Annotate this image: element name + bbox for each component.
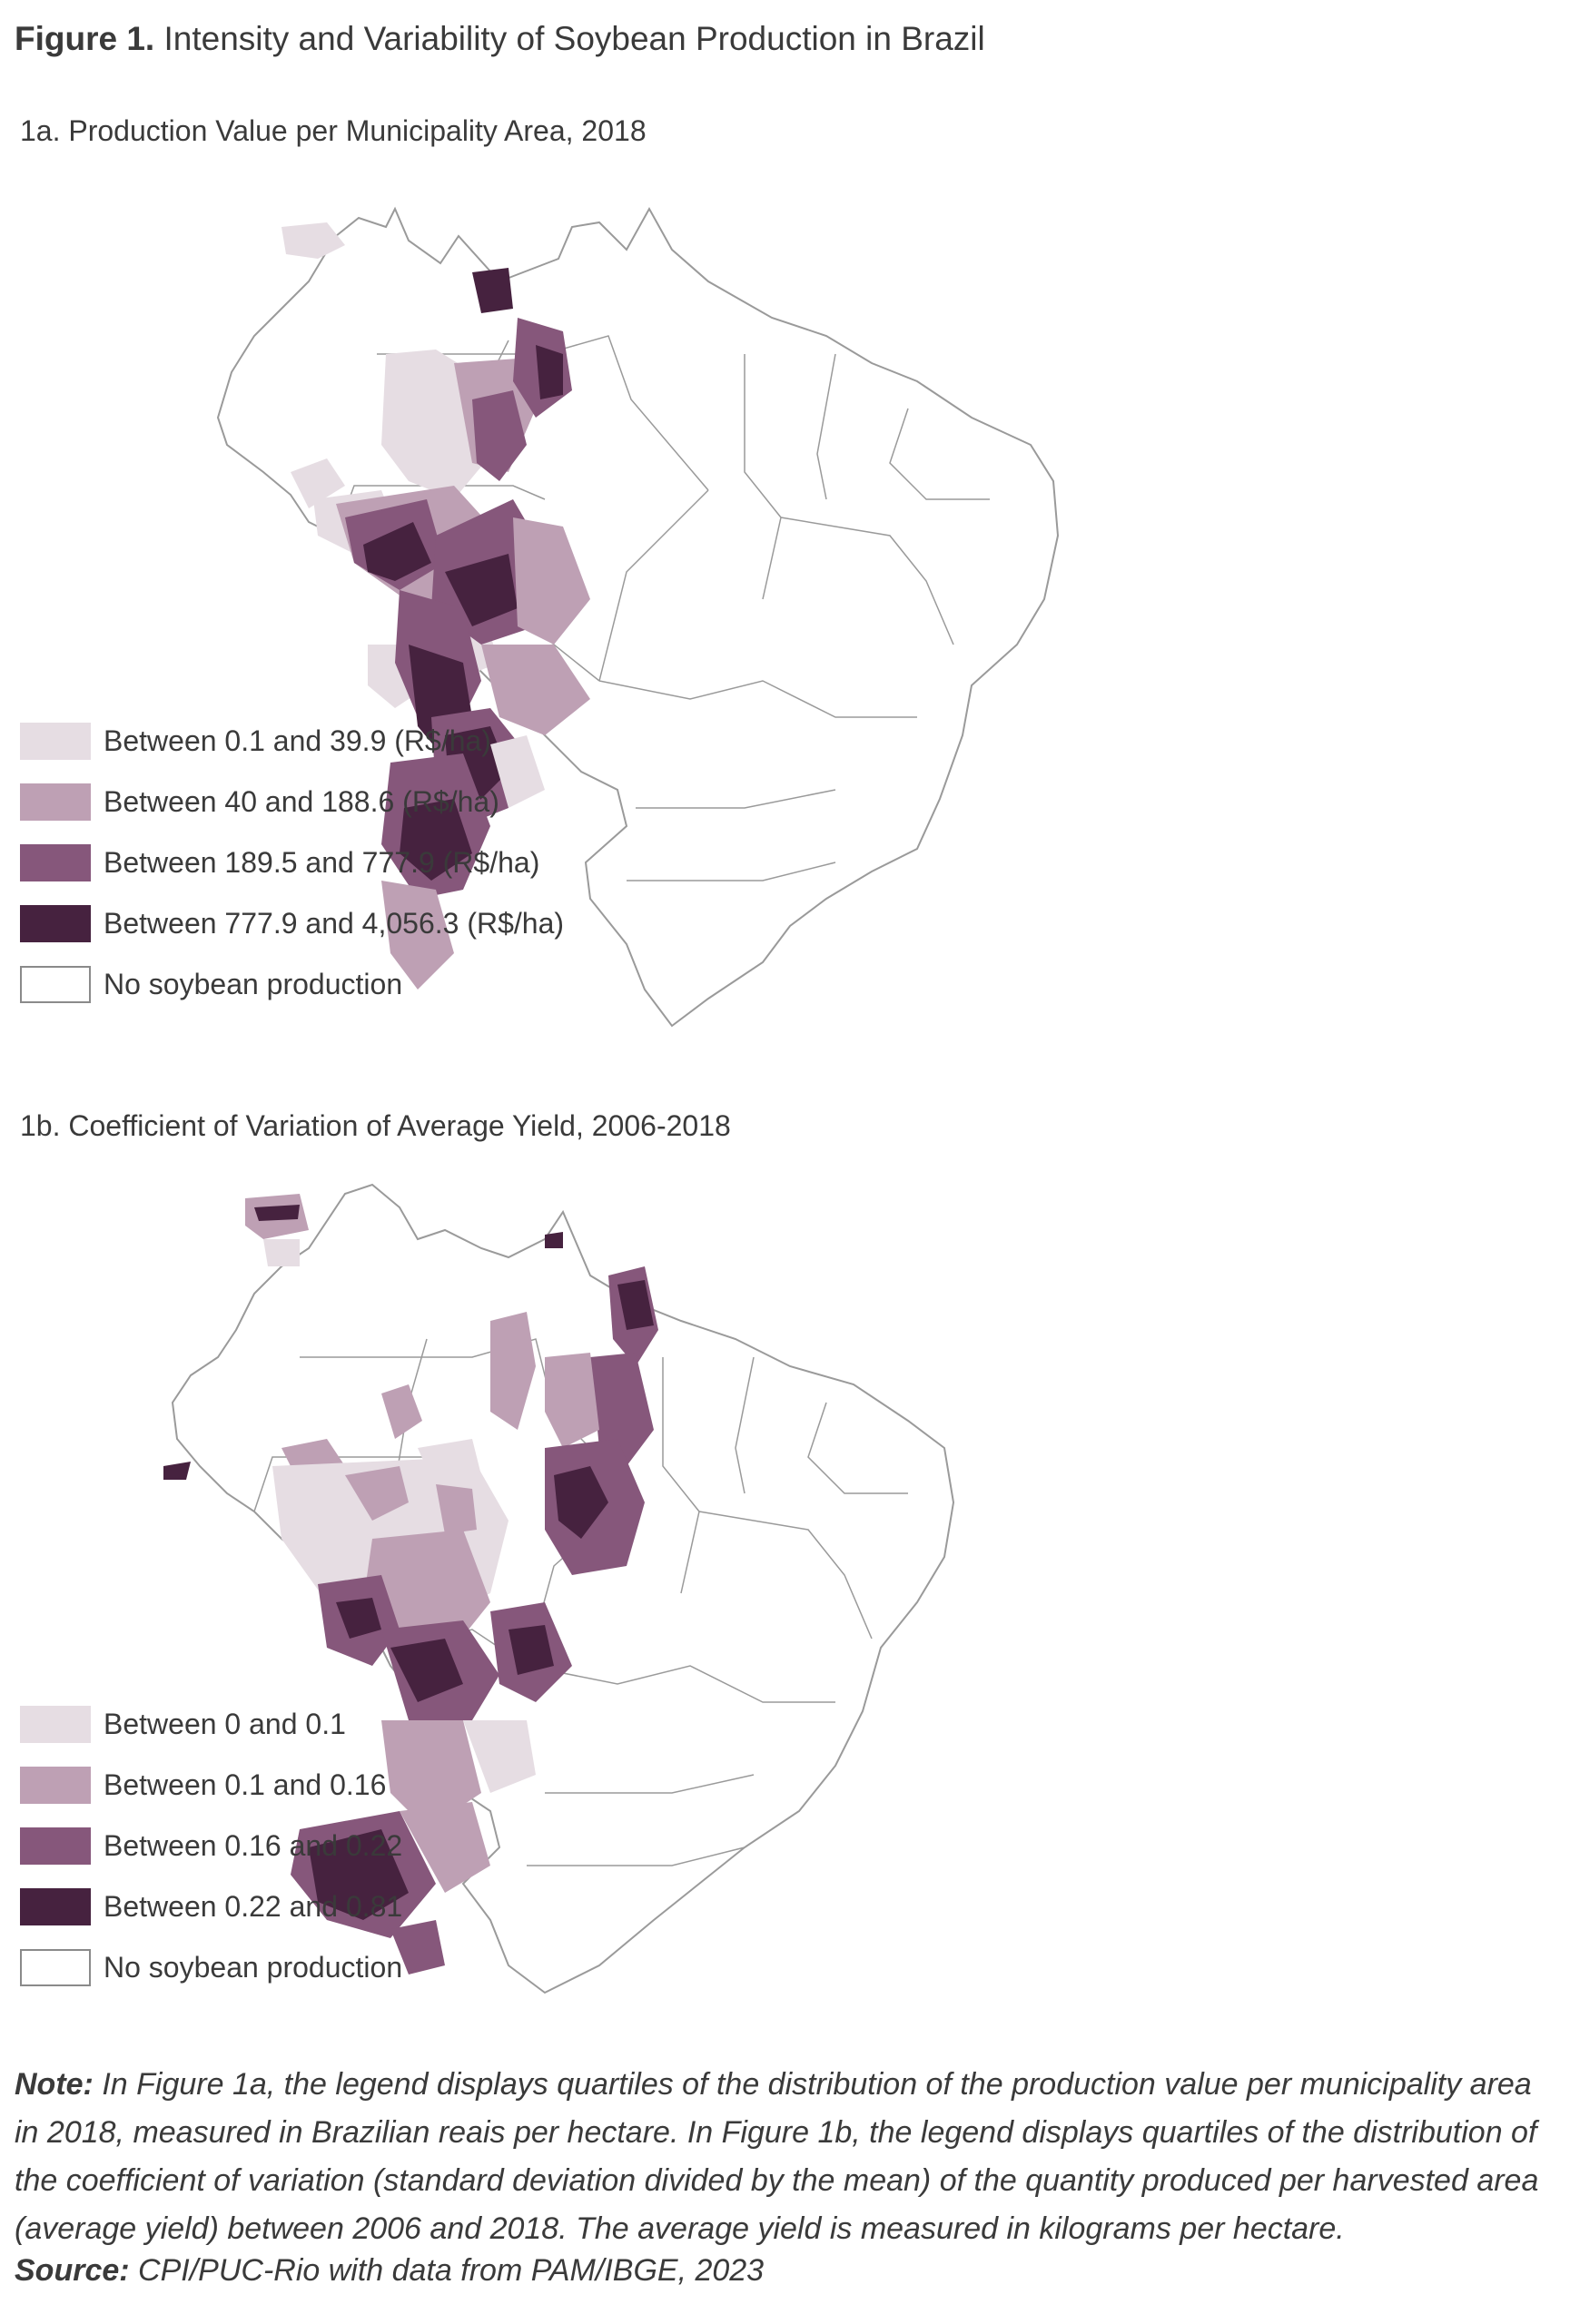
legend-swatch bbox=[20, 905, 91, 942]
legend-swatch bbox=[20, 966, 91, 1003]
legend-item: Between 189.5 and 777.9 (R$/ha) bbox=[20, 832, 564, 893]
legend-swatch bbox=[20, 1949, 91, 1986]
legend-item: Between 40 and 188.6 (R$/ha) bbox=[20, 772, 564, 832]
figure-source: Source: CPI/PUC-Rio with data from PAM/I… bbox=[15, 2253, 764, 2289]
panel-b-title: 1b. Coefficient of Variation of Average … bbox=[20, 1109, 731, 1142]
map-production-value bbox=[216, 206, 1060, 1028]
legend-label: Between 0.1 and 39.9 (R$/ha) bbox=[104, 724, 491, 757]
legend-label: Between 0.22 and 0.81 bbox=[104, 1890, 403, 1923]
legend-swatch bbox=[20, 1706, 91, 1743]
legend-swatch bbox=[20, 844, 91, 881]
legend-b: Between 0 and 0.1 Between 0.1 and 0.16 B… bbox=[20, 1694, 402, 1998]
figure-title-text: Intensity and Variability of Soybean Pro… bbox=[163, 20, 985, 57]
figure-note: Note: In Figure 1a, the legend displays … bbox=[15, 2061, 1558, 2253]
legend-label: Between 189.5 and 777.9 (R$/ha) bbox=[104, 846, 540, 879]
panel-a-title: 1a. Production Value per Municipality Ar… bbox=[20, 114, 647, 147]
legend-swatch bbox=[20, 723, 91, 760]
source-text: CPI/PUC-Rio with data from PAM/IBGE, 202… bbox=[138, 2253, 765, 2288]
legend-label: Between 0.16 and 0.22 bbox=[104, 1829, 403, 1862]
note-label: Note: bbox=[15, 2067, 94, 2102]
legend-swatch bbox=[20, 783, 91, 821]
brazil-outline bbox=[171, 1183, 955, 1994]
legend-label: Between 777.9 and 4,056.3 (R$/ha) bbox=[104, 907, 565, 940]
legend-swatch bbox=[20, 1827, 91, 1865]
note-text: In Figure 1a, the legend displays quarti… bbox=[15, 2067, 1539, 2246]
source-label: Source: bbox=[15, 2253, 130, 2288]
figure-label: Figure 1. bbox=[15, 20, 155, 57]
legend-item: Between 0.1 and 0.16 bbox=[20, 1755, 402, 1816]
legend-item: No soybean production bbox=[20, 1937, 402, 1998]
legend-item: Between 0.22 and 0.81 bbox=[20, 1876, 402, 1937]
legend-swatch bbox=[20, 1767, 91, 1804]
legend-label: No soybean production bbox=[104, 1951, 403, 1984]
legend-swatch bbox=[20, 1888, 91, 1925]
legend-item: Between 0.16 and 0.22 bbox=[20, 1816, 402, 1876]
legend-item: Between 0 and 0.1 bbox=[20, 1694, 402, 1755]
legend-item: No soybean production bbox=[20, 954, 564, 1015]
legend-item: Between 0.1 and 39.9 (R$/ha) bbox=[20, 711, 564, 772]
map-yield-variation bbox=[163, 1183, 955, 1994]
production-regions bbox=[281, 222, 590, 990]
legend-a: Between 0.1 and 39.9 (R$/ha) Between 40 … bbox=[20, 711, 564, 1015]
legend-item: Between 777.9 and 4,056.3 (R$/ha) bbox=[20, 893, 564, 954]
variation-regions bbox=[163, 1194, 658, 1974]
legend-label: No soybean production bbox=[104, 968, 403, 1000]
legend-label: Between 40 and 188.6 (R$/ha) bbox=[104, 785, 499, 818]
legend-label: Between 0 and 0.1 bbox=[104, 1708, 346, 1740]
figure-title: Figure 1. Intensity and Variability of S… bbox=[15, 20, 985, 58]
legend-label: Between 0.1 and 0.16 bbox=[104, 1768, 387, 1801]
